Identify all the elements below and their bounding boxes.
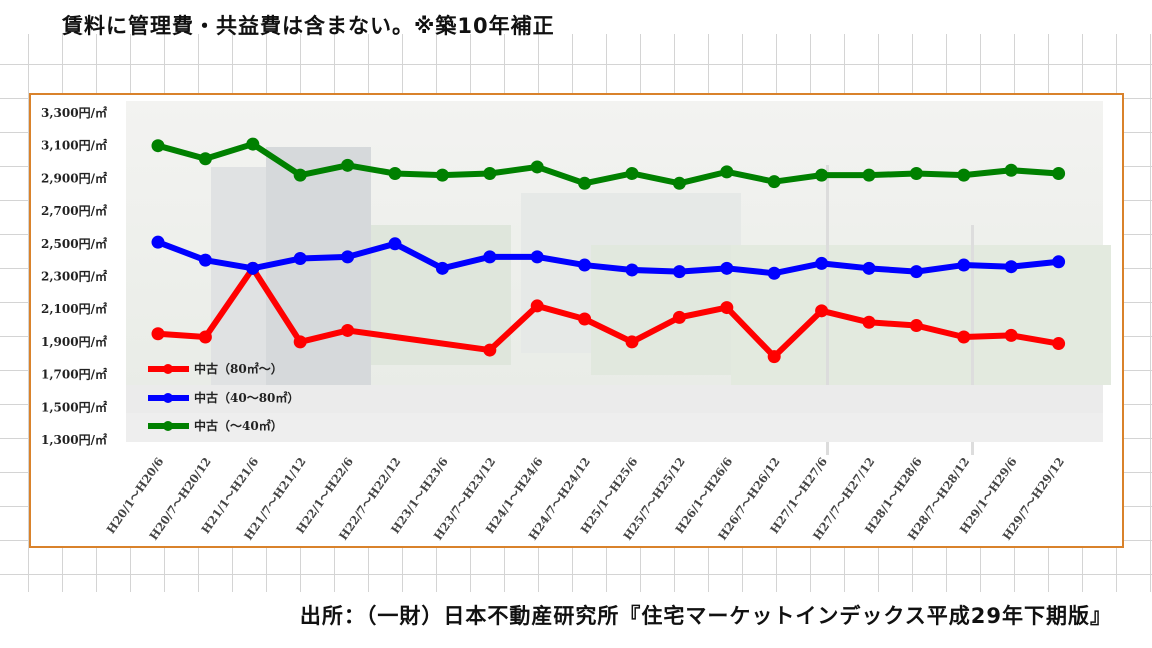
y-tick-label: 1,900円/㎡ xyxy=(41,334,107,349)
data-point xyxy=(1004,328,1018,342)
data-point xyxy=(578,176,592,190)
data-point xyxy=(578,258,592,272)
data-point xyxy=(341,250,355,264)
data-point xyxy=(483,250,497,264)
data-point xyxy=(1052,166,1066,180)
series-line xyxy=(155,239,1062,277)
data-point xyxy=(341,323,355,337)
data-point xyxy=(198,330,212,344)
legend-marker xyxy=(163,393,173,403)
data-point xyxy=(246,137,260,151)
data-point xyxy=(957,330,971,344)
data-point xyxy=(435,168,449,182)
data-point xyxy=(815,256,829,270)
series-line xyxy=(155,265,1062,360)
line-chart: 1,300円/㎡ 1,500円/㎡ 1,700円/㎡ 1,900円/㎡ 2,100円/㎡… xyxy=(41,101,1111,543)
y-tick-label: 2,300円/㎡ xyxy=(41,269,107,284)
data-point xyxy=(672,176,686,190)
data-point xyxy=(198,253,212,267)
series-line xyxy=(155,141,1062,187)
data-point xyxy=(909,319,923,333)
data-point xyxy=(957,258,971,272)
data-point xyxy=(435,261,449,275)
data-point xyxy=(909,166,923,180)
data-point xyxy=(483,343,497,357)
data-point xyxy=(341,158,355,172)
data-point xyxy=(1052,255,1066,269)
legend-label: 中古（40～80㎡） xyxy=(194,390,299,405)
data-point xyxy=(1004,163,1018,177)
data-point xyxy=(198,152,212,166)
data-point xyxy=(578,312,592,326)
data-point xyxy=(293,168,307,182)
data-point xyxy=(767,266,781,280)
y-tick-label: 2,700円/㎡ xyxy=(41,203,107,218)
data-point xyxy=(625,263,639,277)
data-point xyxy=(862,315,876,329)
data-point xyxy=(151,139,165,153)
y-tick-label: 2,900円/㎡ xyxy=(41,170,107,185)
y-tick-label: 1,300円/㎡ xyxy=(41,432,107,447)
data-point xyxy=(672,265,686,279)
legend-label: 中古（80㎡～） xyxy=(194,361,283,376)
data-point xyxy=(909,265,923,279)
data-point xyxy=(151,327,165,341)
top-note: 賃料に管理費・共益費は含まない。※築10年補正 xyxy=(62,14,555,38)
data-point xyxy=(1004,260,1018,274)
data-point xyxy=(151,235,165,249)
data-point xyxy=(720,165,734,179)
data-point xyxy=(530,299,544,313)
data-point xyxy=(862,168,876,182)
source-note: 出所：（一財）日本不動産研究所『住宅マーケットインデックス平成29年下期版』 xyxy=(299,604,1112,628)
data-point xyxy=(530,250,544,264)
legend-marker xyxy=(163,364,173,374)
data-point xyxy=(767,350,781,364)
y-tick-label: 3,300円/㎡ xyxy=(41,105,107,120)
data-point xyxy=(815,168,829,182)
data-point xyxy=(530,160,544,174)
y-tick-label: 3,100円/㎡ xyxy=(41,138,107,153)
data-point xyxy=(1052,337,1066,351)
y-tick-label: 1,700円/㎡ xyxy=(41,367,107,382)
y-tick-label: 2,500円/㎡ xyxy=(41,236,107,251)
data-point xyxy=(767,175,781,189)
data-point xyxy=(246,261,260,275)
data-point xyxy=(293,335,307,349)
data-point xyxy=(720,301,734,315)
data-point xyxy=(388,166,402,180)
legend-marker xyxy=(163,421,173,431)
legend-label: 中古（～40㎡） xyxy=(194,418,283,433)
data-point xyxy=(625,166,639,180)
data-point xyxy=(862,261,876,275)
data-point xyxy=(293,252,307,266)
data-point xyxy=(672,310,686,324)
data-point xyxy=(625,335,639,349)
data-point xyxy=(957,168,971,182)
chart-frame: 1,300円/㎡ 1,500円/㎡ 1,700円/㎡ 1,900円/㎡ 2,100円/㎡… xyxy=(29,93,1124,548)
data-point xyxy=(815,304,829,318)
data-point xyxy=(483,166,497,180)
data-point xyxy=(388,237,402,251)
y-tick-label: 1,500円/㎡ xyxy=(41,399,107,414)
y-tick-label: 2,100円/㎡ xyxy=(41,301,107,316)
data-point xyxy=(720,261,734,275)
